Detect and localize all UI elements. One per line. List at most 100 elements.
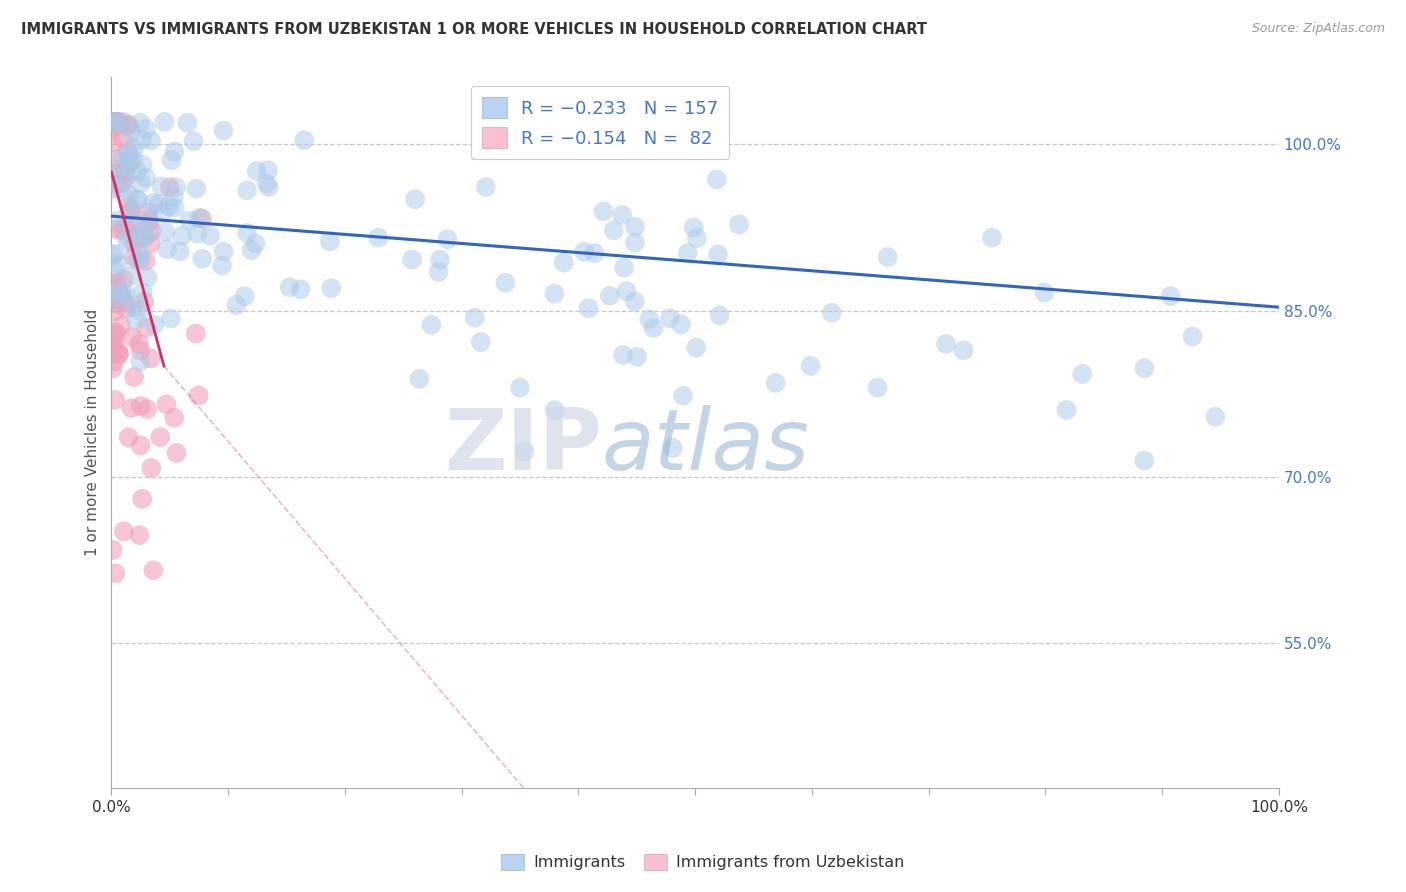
Point bbox=[122, 235, 145, 250]
Point bbox=[131, 158, 153, 172]
Point bbox=[135, 321, 157, 335]
Point bbox=[876, 250, 898, 264]
Point bbox=[728, 218, 751, 232]
Point bbox=[129, 399, 152, 413]
Point bbox=[513, 444, 536, 458]
Point bbox=[128, 247, 150, 261]
Point bbox=[104, 247, 127, 261]
Point bbox=[107, 345, 129, 359]
Point bbox=[122, 250, 145, 264]
Point bbox=[408, 372, 430, 386]
Point bbox=[103, 293, 125, 307]
Point bbox=[592, 204, 614, 219]
Point bbox=[132, 285, 155, 300]
Text: ZIP: ZIP bbox=[444, 405, 602, 488]
Point bbox=[464, 310, 486, 325]
Point bbox=[103, 292, 125, 306]
Point bbox=[278, 280, 301, 294]
Point bbox=[122, 370, 145, 384]
Point bbox=[103, 115, 125, 129]
Legend: Immigrants, Immigrants from Uzbekistan: Immigrants, Immigrants from Uzbekistan bbox=[495, 847, 911, 877]
Point bbox=[125, 165, 148, 179]
Point bbox=[110, 318, 132, 333]
Point bbox=[624, 219, 647, 234]
Point bbox=[254, 177, 277, 191]
Point bbox=[436, 232, 458, 246]
Point bbox=[111, 176, 134, 190]
Point bbox=[319, 235, 342, 249]
Point bbox=[643, 321, 665, 335]
Point bbox=[186, 227, 208, 241]
Point bbox=[578, 301, 600, 316]
Point bbox=[292, 133, 315, 147]
Point bbox=[470, 334, 492, 349]
Point bbox=[104, 115, 127, 129]
Point bbox=[159, 311, 181, 326]
Point bbox=[129, 252, 152, 267]
Point bbox=[107, 213, 129, 227]
Point bbox=[139, 351, 162, 366]
Point bbox=[176, 115, 198, 129]
Point bbox=[672, 389, 695, 403]
Point bbox=[122, 300, 145, 314]
Point bbox=[661, 441, 683, 455]
Point bbox=[107, 115, 129, 129]
Point bbox=[623, 294, 645, 309]
Point bbox=[101, 331, 124, 345]
Point bbox=[706, 172, 728, 186]
Point bbox=[1056, 403, 1078, 417]
Point bbox=[138, 211, 160, 226]
Point bbox=[101, 182, 124, 196]
Point bbox=[129, 116, 152, 130]
Point bbox=[179, 213, 201, 227]
Point bbox=[127, 193, 149, 207]
Point bbox=[136, 205, 159, 219]
Point bbox=[118, 187, 141, 202]
Point bbox=[613, 260, 636, 275]
Point bbox=[257, 179, 280, 194]
Point bbox=[120, 401, 142, 416]
Point bbox=[132, 224, 155, 238]
Point bbox=[1133, 453, 1156, 467]
Point bbox=[121, 217, 143, 231]
Point bbox=[184, 326, 207, 341]
Point bbox=[225, 298, 247, 312]
Point bbox=[135, 122, 157, 136]
Point bbox=[321, 281, 343, 295]
Point bbox=[132, 231, 155, 245]
Point bbox=[101, 248, 124, 262]
Point bbox=[669, 318, 692, 332]
Point bbox=[935, 336, 957, 351]
Point bbox=[138, 215, 160, 229]
Point bbox=[115, 219, 138, 234]
Text: IMMIGRANTS VS IMMIGRANTS FROM UZBEKISTAN 1 OR MORE VEHICLES IN HOUSEHOLD CORRELA: IMMIGRANTS VS IMMIGRANTS FROM UZBEKISTAN… bbox=[21, 22, 927, 37]
Point bbox=[187, 388, 209, 402]
Point bbox=[112, 273, 135, 287]
Point bbox=[129, 176, 152, 190]
Point bbox=[236, 183, 259, 197]
Point bbox=[367, 230, 389, 244]
Point bbox=[188, 211, 211, 225]
Point bbox=[475, 180, 498, 194]
Point bbox=[115, 286, 138, 301]
Point bbox=[115, 301, 138, 316]
Point bbox=[163, 190, 186, 204]
Point bbox=[765, 376, 787, 390]
Point bbox=[981, 230, 1004, 244]
Point bbox=[160, 153, 183, 168]
Point bbox=[583, 246, 606, 260]
Point bbox=[110, 289, 132, 303]
Point bbox=[427, 265, 450, 279]
Point bbox=[866, 381, 889, 395]
Point bbox=[122, 142, 145, 156]
Point bbox=[101, 135, 124, 149]
Point bbox=[166, 446, 188, 460]
Point bbox=[135, 228, 157, 243]
Point bbox=[117, 235, 139, 249]
Point bbox=[118, 199, 141, 213]
Point bbox=[128, 528, 150, 542]
Point bbox=[156, 242, 179, 256]
Point bbox=[118, 146, 141, 161]
Point bbox=[129, 354, 152, 368]
Point bbox=[583, 115, 606, 129]
